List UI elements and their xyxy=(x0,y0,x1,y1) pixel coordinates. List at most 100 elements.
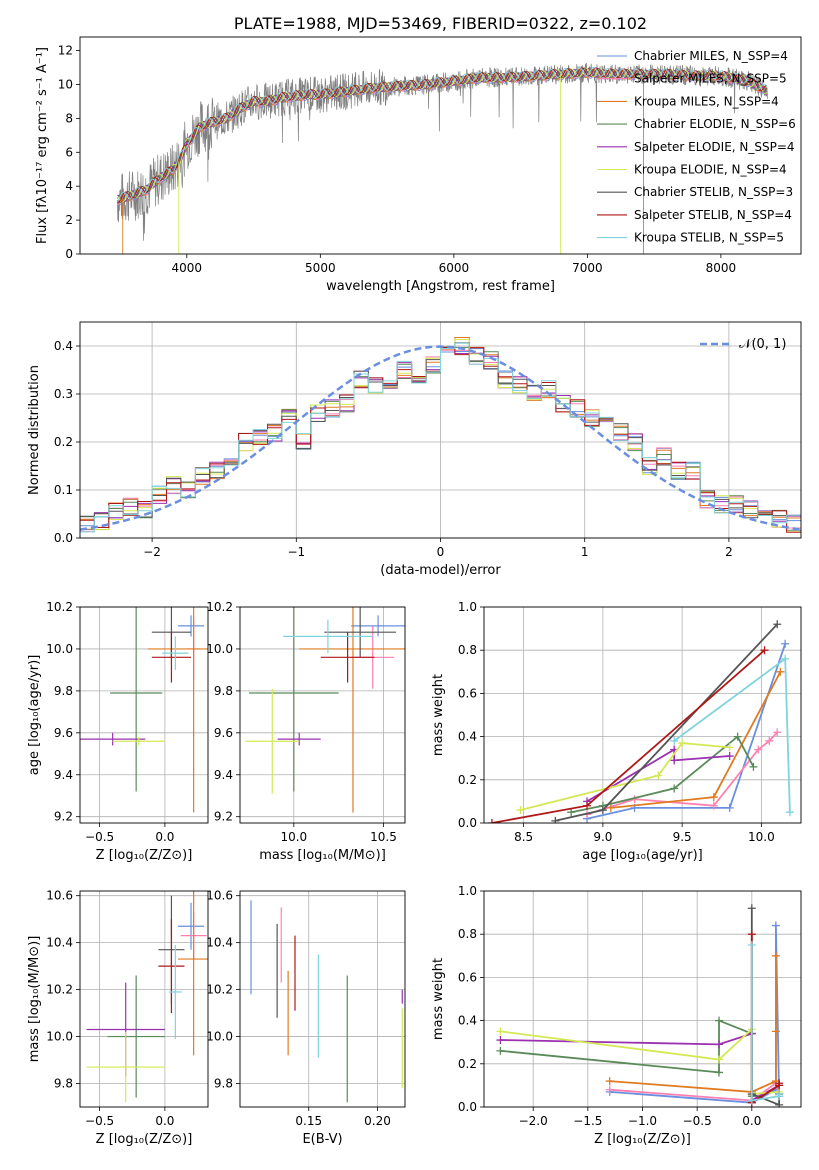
series-marker xyxy=(487,819,496,823)
y-tick-label: 2 xyxy=(65,213,73,227)
axes-frame xyxy=(79,36,802,255)
x-tick-label: 9.0 xyxy=(593,830,612,844)
series-marker xyxy=(725,743,734,752)
series-line xyxy=(586,643,787,820)
y-tick-label: 9.2 xyxy=(214,810,233,824)
series-marker xyxy=(781,654,790,663)
legend-label: Chabrier ELODIE, N_SSP=6 xyxy=(634,117,796,131)
series-marker xyxy=(551,816,560,823)
x-axis-label: (data-model)/error xyxy=(380,563,501,578)
errorbar-salpeter_stelib xyxy=(320,632,375,683)
errorbar-chabrier_miles xyxy=(177,902,205,950)
series-marker xyxy=(678,739,687,748)
series-marker xyxy=(598,806,607,815)
y-tick-label: 8 xyxy=(65,111,73,125)
y-tick-label: 9.4 xyxy=(214,768,233,782)
series-marker xyxy=(785,808,794,817)
histograms xyxy=(80,337,801,538)
x-tick-label: −1.5 xyxy=(573,1114,602,1128)
y-tick-label: 10.2 xyxy=(46,600,73,614)
series-marker xyxy=(765,736,774,745)
y-axis-label: mass weight xyxy=(431,958,446,1040)
x-tick-label: 0.0 xyxy=(155,830,174,844)
y-tick-label: 0.0 xyxy=(458,1100,477,1114)
axes-frame xyxy=(483,890,802,1108)
axes-mass_vs_ebv: 0.15 0.20 9.8 10.0 10.2 10.4 10.6 E(B-V) xyxy=(206,889,406,1147)
spectrum-title: PLATE=1988, MJD=53469, FIBERID=0322, z=0… xyxy=(234,14,647,33)
series-line xyxy=(520,742,730,811)
series-marker xyxy=(725,752,734,761)
x-tick-label: −2 xyxy=(143,545,161,559)
series-kroupa_miles xyxy=(606,667,785,812)
x-tick-label: 10.0 xyxy=(748,830,775,844)
series-marker xyxy=(654,771,663,780)
y-tick-label: 9.2 xyxy=(54,810,73,824)
series-marker xyxy=(773,728,782,737)
x-axis-label: Z [log₁₀(Z/Z⊙)] xyxy=(594,1132,691,1147)
series-marker xyxy=(709,801,718,810)
series-chabrier_elodie xyxy=(567,732,758,817)
y-tick-label: 0 xyxy=(65,247,73,261)
errorbar-kroupa_elodie xyxy=(245,688,300,794)
series-marker xyxy=(747,1096,756,1105)
y-tick-label: 0.0 xyxy=(54,531,73,545)
axes-frame xyxy=(79,321,802,539)
series-kroupa_stelib xyxy=(670,654,794,817)
series-line xyxy=(586,731,778,816)
y-tick-label: 12 xyxy=(58,44,73,58)
y-tick-label: 0.6 xyxy=(458,686,477,700)
weight-lines xyxy=(487,620,794,823)
y-tick-label: 0.2 xyxy=(458,773,477,787)
y-tick-label: 9.6 xyxy=(54,726,73,740)
series-marker xyxy=(771,1027,780,1036)
y-tick-label: 10.2 xyxy=(206,983,233,997)
y-tick-label: 10.6 xyxy=(46,889,73,903)
x-tick-label: 1 xyxy=(581,545,589,559)
axes-frame xyxy=(239,606,406,824)
y-tick-label: 10 xyxy=(58,77,73,91)
series-marker xyxy=(733,732,742,741)
series-marker xyxy=(715,1016,724,1025)
y-tick-label: 0.4 xyxy=(458,730,477,744)
model-spectrum-kroupa_elodie xyxy=(117,67,768,203)
x-tick-label: −1.0 xyxy=(628,1114,657,1128)
x-tick-label: 7000 xyxy=(572,261,603,275)
axes-frame xyxy=(483,606,802,824)
series-marker xyxy=(605,1085,614,1094)
errorbar-kroupa_miles xyxy=(299,607,405,813)
axes-residuals: −2 −1 0 1 2 0.0 0.1 0.2 0.3 0.4 (data-model)/error… xyxy=(27,321,802,578)
errorbar-chabrier_elodie xyxy=(107,975,165,1098)
errorbar-salpeter_stelib xyxy=(151,632,192,683)
series-marker xyxy=(605,1077,614,1086)
y-tick-label: 9.8 xyxy=(214,1077,233,1091)
y-tick-label: 10.4 xyxy=(206,936,233,950)
x-tick-label: −1 xyxy=(287,545,305,559)
series-marker xyxy=(725,803,734,812)
errorbar-kroupa_miles xyxy=(147,607,208,813)
x-tick-label: 0.0 xyxy=(155,1114,174,1128)
x-tick-label: 0.15 xyxy=(295,1114,322,1128)
series-marker xyxy=(670,784,679,793)
series-marker xyxy=(760,646,769,655)
legend-label: Kroupa MILES, N_SSP=4 xyxy=(634,94,779,108)
y-tick-label: 9.4 xyxy=(54,768,73,782)
axes-frame xyxy=(79,890,209,1108)
y-tick-label: 6 xyxy=(65,145,73,159)
x-axis-label: E(B-V) xyxy=(302,1132,342,1147)
series-marker xyxy=(775,1079,784,1088)
series-chabrier_stelib xyxy=(551,620,782,823)
series-kroupa_elodie xyxy=(516,739,734,815)
series-marker xyxy=(775,1100,784,1107)
series-marker xyxy=(516,806,525,815)
errorbar-salpeter_stelib xyxy=(158,919,185,1014)
series-marker xyxy=(567,808,576,817)
legend-label: Kroupa ELODIE, N_SSP=4 xyxy=(634,163,787,177)
model-spectrum-kroupa_stelib xyxy=(117,67,768,203)
series-marker xyxy=(496,1027,505,1036)
series-marker xyxy=(715,1068,724,1077)
x-axis-label: mass [log₁₀(M/M⊙)] xyxy=(259,848,386,863)
series-marker xyxy=(747,904,756,913)
x-axis-label: age [log₁₀(age/yr)] xyxy=(582,848,703,863)
y-axis-label: mass weight xyxy=(431,674,446,756)
